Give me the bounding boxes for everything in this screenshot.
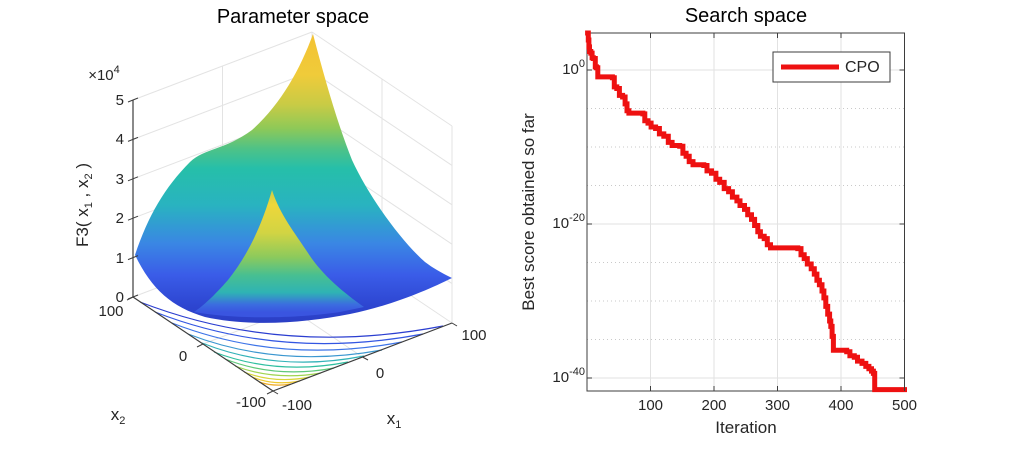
x-tick-label: 300 — [765, 397, 790, 414]
z-tick-label: 4 — [116, 131, 124, 148]
x-tick-label: 500 — [892, 397, 917, 414]
z-tick-label: 1 — [116, 250, 124, 267]
y-tick-label: 100 — [562, 58, 585, 78]
z-exponent-label: ×104 — [88, 64, 120, 84]
z-tick-label: 2 — [116, 210, 124, 227]
cpo-curve — [585, 30, 907, 393]
x1-tick-marks — [272, 322, 458, 395]
x2-tick-label: -100 — [236, 394, 266, 411]
x2-tick-label: 0 — [179, 348, 187, 365]
legend: CPO — [772, 51, 891, 83]
x1-tick-label: 0 — [376, 365, 384, 382]
floor-contours — [139, 301, 444, 386]
y-axis-label: Best score obtained so far — [519, 113, 538, 311]
x-axis-label: Iteration — [715, 418, 776, 437]
search-space-plot: 100 200 300 400 500 100 10-20 10-40 CPO Sear… — [515, 0, 1031, 453]
y-tick-labels: 100 10-20 10-40 — [552, 58, 585, 386]
x2-tick-label: 100 — [98, 303, 123, 320]
axes-3d — [126, 97, 458, 395]
x-tick-label: 400 — [828, 397, 853, 414]
surface-secondary-peak — [194, 190, 364, 318]
x1-axis-label: x1 — [387, 409, 402, 431]
z-tick-labels: 5 4 3 2 1 0 — [116, 92, 124, 306]
x2-axis-label: x2 — [111, 405, 126, 427]
legend-label: CPO — [845, 59, 880, 76]
convergence-plot-svg: 100 200 300 400 500 100 10-20 10-40 CPO Sear… — [519, 5, 917, 437]
surface-main-peak — [135, 34, 452, 323]
x-tick-label: 200 — [701, 397, 726, 414]
x-tick-labels: 100 200 300 400 500 — [638, 397, 917, 414]
z-tick-label: 3 — [116, 171, 124, 188]
left-plot-title: Parameter space — [217, 6, 369, 28]
x-tick-label: 100 — [638, 397, 663, 414]
z-axis-label: F3( x1 , x2 ) — [73, 163, 95, 247]
grid-lines — [587, 33, 905, 391]
parameter-space-plot: Parameter space ×104 5 4 3 2 1 0 F3( x1 … — [0, 0, 515, 453]
right-plot-title: Search space — [685, 5, 807, 27]
plot-box — [586, 32, 905, 392]
x1-tick-label: -100 — [282, 397, 312, 414]
z-tick-label: 0 — [116, 289, 124, 306]
x2-tick-marks — [126, 296, 274, 395]
surface-plot-svg: Parameter space ×104 5 4 3 2 1 0 F3( x1 … — [73, 6, 487, 431]
y-tick-label: 10-20 — [552, 212, 585, 232]
y-tick-label: 10-40 — [552, 366, 585, 386]
x1-tick-label: 100 — [461, 327, 486, 344]
x1-tick-labels: -100 0 100 — [282, 327, 487, 414]
z-tick-label: 5 — [116, 92, 124, 109]
axis-tick-marks — [587, 33, 905, 391]
x2-tick-labels: 100 0 -100 — [98, 303, 266, 411]
